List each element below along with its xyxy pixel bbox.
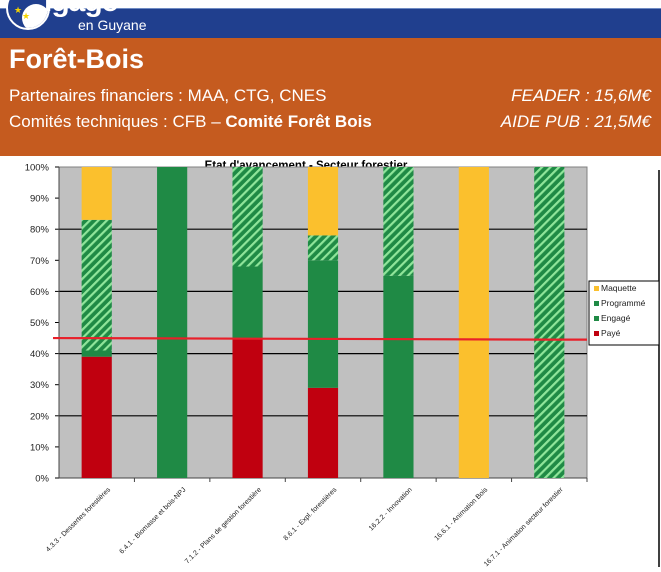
x-tick-label: 16.6.1 - Animation Bois <box>433 486 489 542</box>
bar-segment-engage <box>81 350 112 357</box>
logo-subtitle: en Guyane <box>78 17 147 33</box>
y-tick-label: 80% <box>30 225 50 236</box>
committees-text: Comités techniques : CFB – Comité Forêt … <box>9 112 372 132</box>
bar-segment-engage <box>383 275 414 478</box>
legend-swatch-paye <box>594 331 599 336</box>
feader-amount: FEADER : 15,6M€ <box>511 86 651 105</box>
x-tick-label: 6.4.1 - Biomasse et bois-NPJ <box>119 486 188 555</box>
legend-swatch-programme <box>594 301 599 306</box>
logo-wordmark: igage <box>44 0 118 18</box>
legend-label-maquette: Maquette <box>601 283 637 293</box>
y-tick-label: 100% <box>25 163 50 174</box>
x-tick-label: 4.3.3 - Dessertes forestières <box>45 486 112 553</box>
aide-pub-amount: AIDE PUB : 21,5M€ <box>500 112 651 131</box>
y-tick-label: 20% <box>30 411 50 422</box>
bar-segment-maquette <box>307 167 339 236</box>
bar-segment-paye <box>232 338 263 478</box>
bar-segment-programme <box>383 167 414 276</box>
signage-logo: ★ ★ igage en Guyane <box>0 0 160 37</box>
bar-segment-programme <box>232 167 263 267</box>
eu-star-icon: ★ <box>14 5 23 15</box>
eu-star-icon: ★ <box>22 11 31 21</box>
y-tick-label: 40% <box>30 349 50 360</box>
bar-segment-programme <box>307 235 339 261</box>
header-band <box>0 8 661 38</box>
y-tick-label: 70% <box>30 256 50 267</box>
legend-box <box>588 280 660 346</box>
legend-swatch-engage <box>594 316 599 321</box>
section-title: Forêt-Bois <box>9 44 144 74</box>
bar-segment-programme <box>534 167 565 478</box>
logo-globe-icon: ★ ★ <box>6 0 50 30</box>
x-tick-label: 8.6.1 - Expl. forestières <box>283 486 339 542</box>
y-tick-label: 90% <box>30 194 50 205</box>
legend-swatch-maquette <box>594 286 599 291</box>
bar-segment-engage <box>157 167 188 478</box>
legend-label-paye: Payé <box>601 328 621 338</box>
committees-name: Comité Forêt Bois <box>225 112 372 131</box>
bar-segment-programme <box>81 219 112 351</box>
x-tick-label: 16.7.1 - Animation secteur forestier <box>483 486 565 567</box>
committees-prefix: Comités techniques : CFB – <box>9 112 226 131</box>
x-tick-label: 7.1.2 - Plans de gestion forestière <box>184 486 263 565</box>
y-tick-label: 10% <box>30 442 50 453</box>
legend-label-programme: Programmé <box>601 298 646 308</box>
bar-segment-engage <box>307 260 339 388</box>
top-strip <box>0 0 661 8</box>
reference-line <box>52 336 551 341</box>
partners-text: Partenaires financiers : MAA, CTG, CNES <box>9 86 327 105</box>
x-tick-label: 16.2.2 - Innovation <box>368 486 414 532</box>
progress-chart: Etat d'avancement - Secteur forestier 0%… <box>25 160 660 568</box>
chart-container: Etat d'avancement - Secteur forestier 0%… <box>0 156 661 568</box>
y-tick-label: 0% <box>35 474 49 485</box>
y-tick-label: 30% <box>30 380 50 391</box>
bar-segment-maquette <box>458 167 489 478</box>
section-banner: Forêt-Bois Partenaires financiers : MAA,… <box>0 38 661 156</box>
legend-label-engage: Engagé <box>601 313 631 323</box>
y-tick-label: 50% <box>30 318 50 329</box>
y-tick-label: 60% <box>30 287 50 298</box>
bar-segment-maquette <box>81 167 112 220</box>
bar-segment-paye <box>307 387 339 478</box>
bar-segment-paye <box>81 356 112 478</box>
bar-segment-engage <box>232 266 263 339</box>
